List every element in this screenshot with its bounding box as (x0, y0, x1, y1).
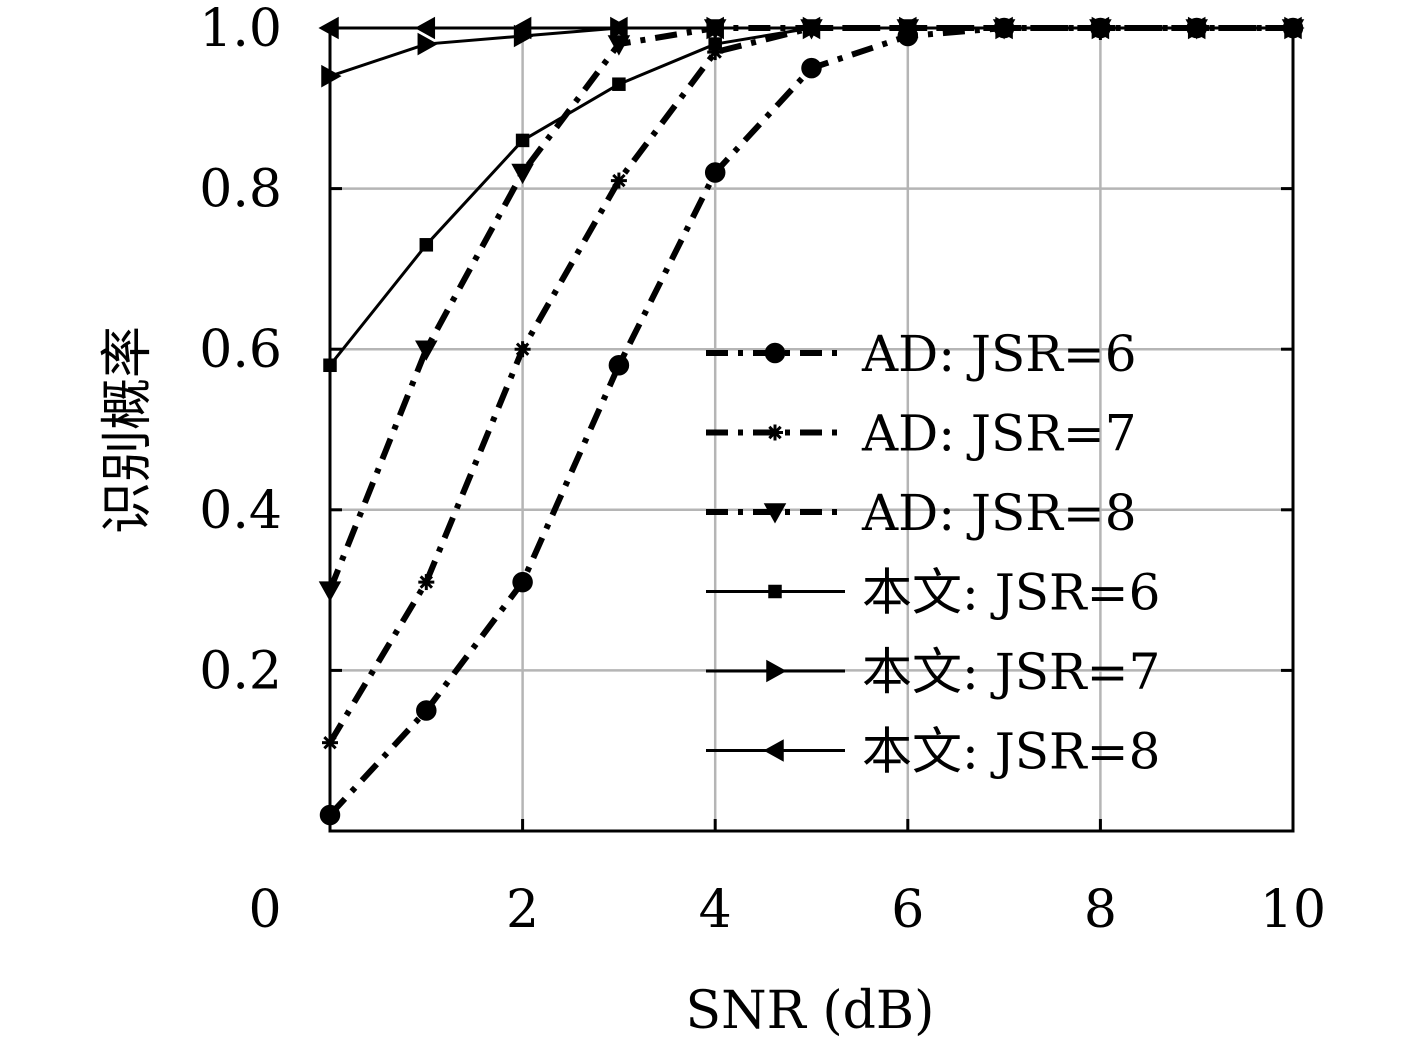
marker-triangle-down (607, 35, 631, 56)
x-tick-label: 0 (248, 880, 281, 940)
y-tick-label: 0.8 (199, 160, 282, 220)
marker-triangle-down (763, 503, 787, 524)
series-line (327, 25, 1293, 592)
marker-star (418, 574, 435, 591)
marker-triangle-down (415, 340, 438, 361)
marker-triangle-right (766, 659, 787, 683)
marker-star-stroke (612, 173, 626, 188)
legend-item: AD: JSR=8 (706, 484, 1137, 542)
x-axis-label: SNR (dB) (686, 981, 935, 1041)
marker-circle (801, 57, 822, 79)
marker-star (767, 424, 783, 441)
y-tick-label: 1.0 (199, 0, 282, 59)
legend: AD: JSR=6 AD: JSR=7 AD: JSR=8 本文: JSR=6 本文: … (706, 325, 1160, 781)
legend-item: 本文: JSR=6 (706, 564, 1160, 622)
marker-triangle-down (511, 163, 534, 185)
x-tick-label: 10 (1260, 880, 1326, 940)
series-group (318, 16, 1305, 826)
marker-star (610, 172, 627, 189)
x-tick-label: 4 (699, 880, 732, 940)
y-tick-labels: 0.2 0.4 0.6 0.8 1.0 (199, 0, 282, 701)
marker-circle (512, 571, 533, 593)
x-tick-labels: 0 2 4 6 8 10 (248, 880, 1326, 940)
x-tick-label: 2 (506, 880, 539, 940)
marker-circle (704, 162, 726, 183)
legend-label: 本文: JSR=7 (862, 643, 1160, 701)
legend-label: AD: JSR=7 (861, 405, 1137, 463)
series-line (327, 25, 1293, 745)
series-0 (319, 17, 1304, 826)
marker-star-stroke (515, 342, 530, 356)
marker-square (515, 133, 530, 148)
marker-circle (416, 700, 437, 721)
marker-triangle-left (763, 739, 784, 762)
legend-label: AD: JSR=6 (861, 325, 1137, 383)
x-tick-label: 8 (1084, 880, 1117, 940)
marker-circle (764, 342, 786, 364)
marker-star-stroke (768, 425, 782, 440)
legend-item: 本文: JSR=7 (706, 643, 1160, 701)
legend-item: 本文: JSR=8 (706, 723, 1160, 781)
x-tick-label: 6 (891, 880, 924, 940)
y-axis-label: 识别概率 (98, 326, 158, 534)
legend-label: 本文: JSR=6 (862, 564, 1160, 622)
series-1 (322, 20, 1301, 751)
plot-frame (328, 26, 1295, 833)
marker-triangle-right (417, 32, 438, 56)
y-tick-label: 0.2 (199, 641, 282, 701)
legend-item: AD: JSR=7 (706, 405, 1137, 463)
ticks (328, 26, 1295, 831)
y-tick-label: 0.6 (199, 320, 282, 380)
legend-item: AD: JSR=6 (706, 325, 1137, 383)
series-line (328, 26, 1293, 367)
marker-circle (608, 355, 630, 376)
marker-square (419, 238, 434, 252)
y-tick-label: 0.4 (199, 481, 282, 541)
legend-label: AD: JSR=8 (861, 484, 1137, 542)
marker-star-stroke (419, 575, 434, 589)
marker-star (514, 341, 531, 358)
marker-square (768, 584, 782, 599)
legend-label: 本文: JSR=8 (862, 723, 1160, 781)
marker-square (612, 77, 626, 91)
